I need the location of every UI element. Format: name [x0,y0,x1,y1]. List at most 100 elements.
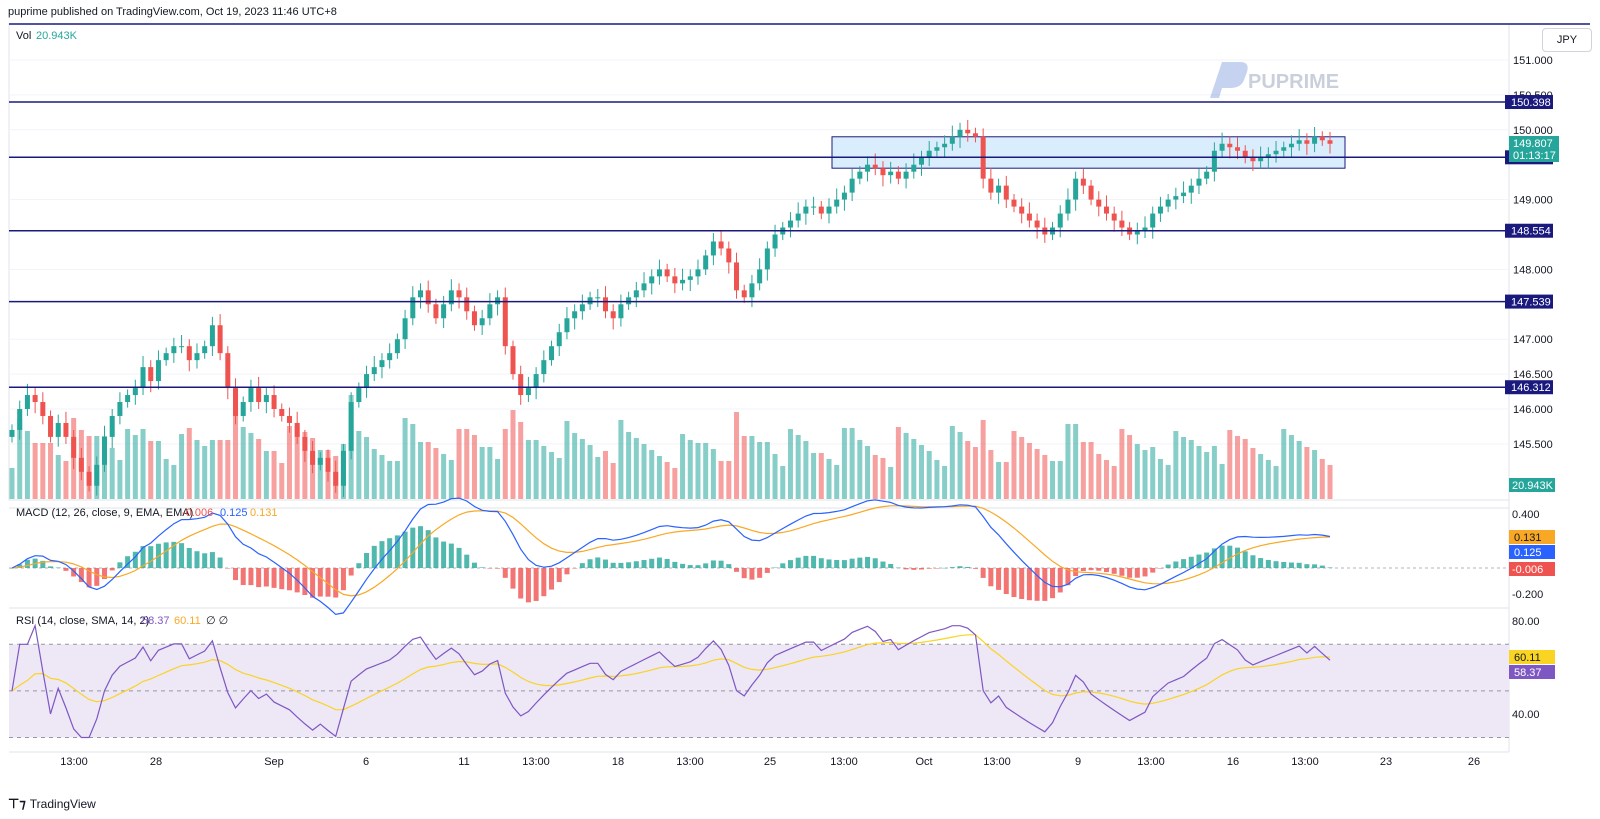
currency-selector[interactable]: JPY [1542,28,1592,52]
time-tick-label: 13:00 [983,756,1011,768]
candle-body [903,171,909,179]
volume-bar [1196,446,1202,499]
volume-bar [772,454,778,499]
macd-hist-bar [764,568,770,573]
volume-bar [680,434,686,499]
macd-hist-bar [926,568,932,569]
candle-body [880,168,886,176]
time-tick-label: 9 [1075,756,1081,768]
puprime-logo-icon [1210,62,1248,98]
macd-hist-bar [433,537,439,568]
price-tick-label: 147.000 [1513,334,1553,346]
volume-bar [1265,460,1271,499]
candle-body [1119,220,1125,228]
candle-body [248,388,254,403]
candle-body [1103,206,1109,214]
level-badge [1505,380,1553,395]
volume-bar [1304,447,1310,499]
volume-bar [880,458,886,499]
candle-body [957,129,963,137]
volume-bar [649,450,655,499]
volume-bar [155,441,161,499]
candle-body [811,206,817,208]
candle-body [533,374,539,389]
macd-hist-bar [132,551,138,568]
volume-bar [849,428,855,499]
volume-bar [764,442,770,499]
volume-bar [1065,424,1071,499]
candle-body [202,346,208,354]
macd-hist-bar [903,568,909,570]
macd-hist-bar [1288,562,1294,568]
macd-hist-bar [672,561,678,568]
candle-body [402,318,408,340]
watermark-text: PUPRIME [1248,71,1339,93]
macd-hist-bar [1011,568,1017,597]
macd-hist-bar [572,568,578,569]
volume-bar [926,451,932,499]
volume-bar [895,427,901,499]
macd-hist-bar [402,531,408,568]
volume-bar [279,463,285,499]
candle-body [988,178,994,193]
tradingview-logo-icon: ⊤⁊ [8,796,26,811]
macd-hist-bar [417,526,424,568]
macd-hist-bar [1111,568,1117,574]
volume-bar [633,438,639,499]
candle-body [710,241,716,256]
macd-hist-bar [826,559,832,568]
candle-body [24,395,30,409]
candle-body [71,436,77,458]
zone-rect [831,136,1346,169]
volume-bar [148,441,154,499]
macd-hist-bar [464,554,470,568]
time-tick-label: Sep [264,756,284,768]
candle-body [541,360,547,375]
macd-hist-bar [549,568,555,590]
volume-bar [1026,443,1032,499]
macd-hist-bar [703,563,709,568]
volume-bar [556,458,562,499]
macd-hist-bar [1242,551,1248,568]
macd-hist-bar [1211,548,1217,568]
candle-body [1204,171,1210,179]
volume-bar [1173,431,1179,499]
volume-bar [541,446,547,499]
macd-hist-bar [1088,568,1094,571]
macd-hist-bar [348,568,354,576]
volume-bar [618,420,624,499]
volume-bar [209,440,215,499]
volume-bar [233,409,239,499]
volume-bar [1165,465,1171,499]
volume-bar [533,440,539,499]
candle-body [1173,196,1179,200]
candle-body [240,402,246,416]
candle-body [1150,213,1156,228]
macd-hist-bar [9,568,15,569]
tradingview-footer[interactable]: ⊤⁊ TradingView [8,796,96,812]
candle-body [125,395,131,403]
volume-bar [387,461,393,499]
macd-hist-bar [209,552,215,568]
macd-hist-bar [479,567,485,568]
macd-hist-bar [510,568,516,589]
macd-hist-bar [726,564,732,568]
candle-body [448,290,454,305]
candle-body [1265,154,1271,158]
volume-bar [703,443,709,499]
grid-lines [9,59,1509,445]
volume-bar [710,449,716,499]
candle-body [888,171,894,176]
macd-hist-bar [310,568,316,598]
volume-bar [525,440,531,499]
candle-body [1312,136,1318,144]
volume-bar [595,457,601,499]
candle-body [233,388,239,416]
candle-body [996,185,1002,193]
volume-bar [441,454,447,499]
volume-bar [163,459,169,499]
macd-hist-bar [965,566,971,568]
candle-body [1019,206,1025,214]
volume-bar [1050,461,1056,499]
